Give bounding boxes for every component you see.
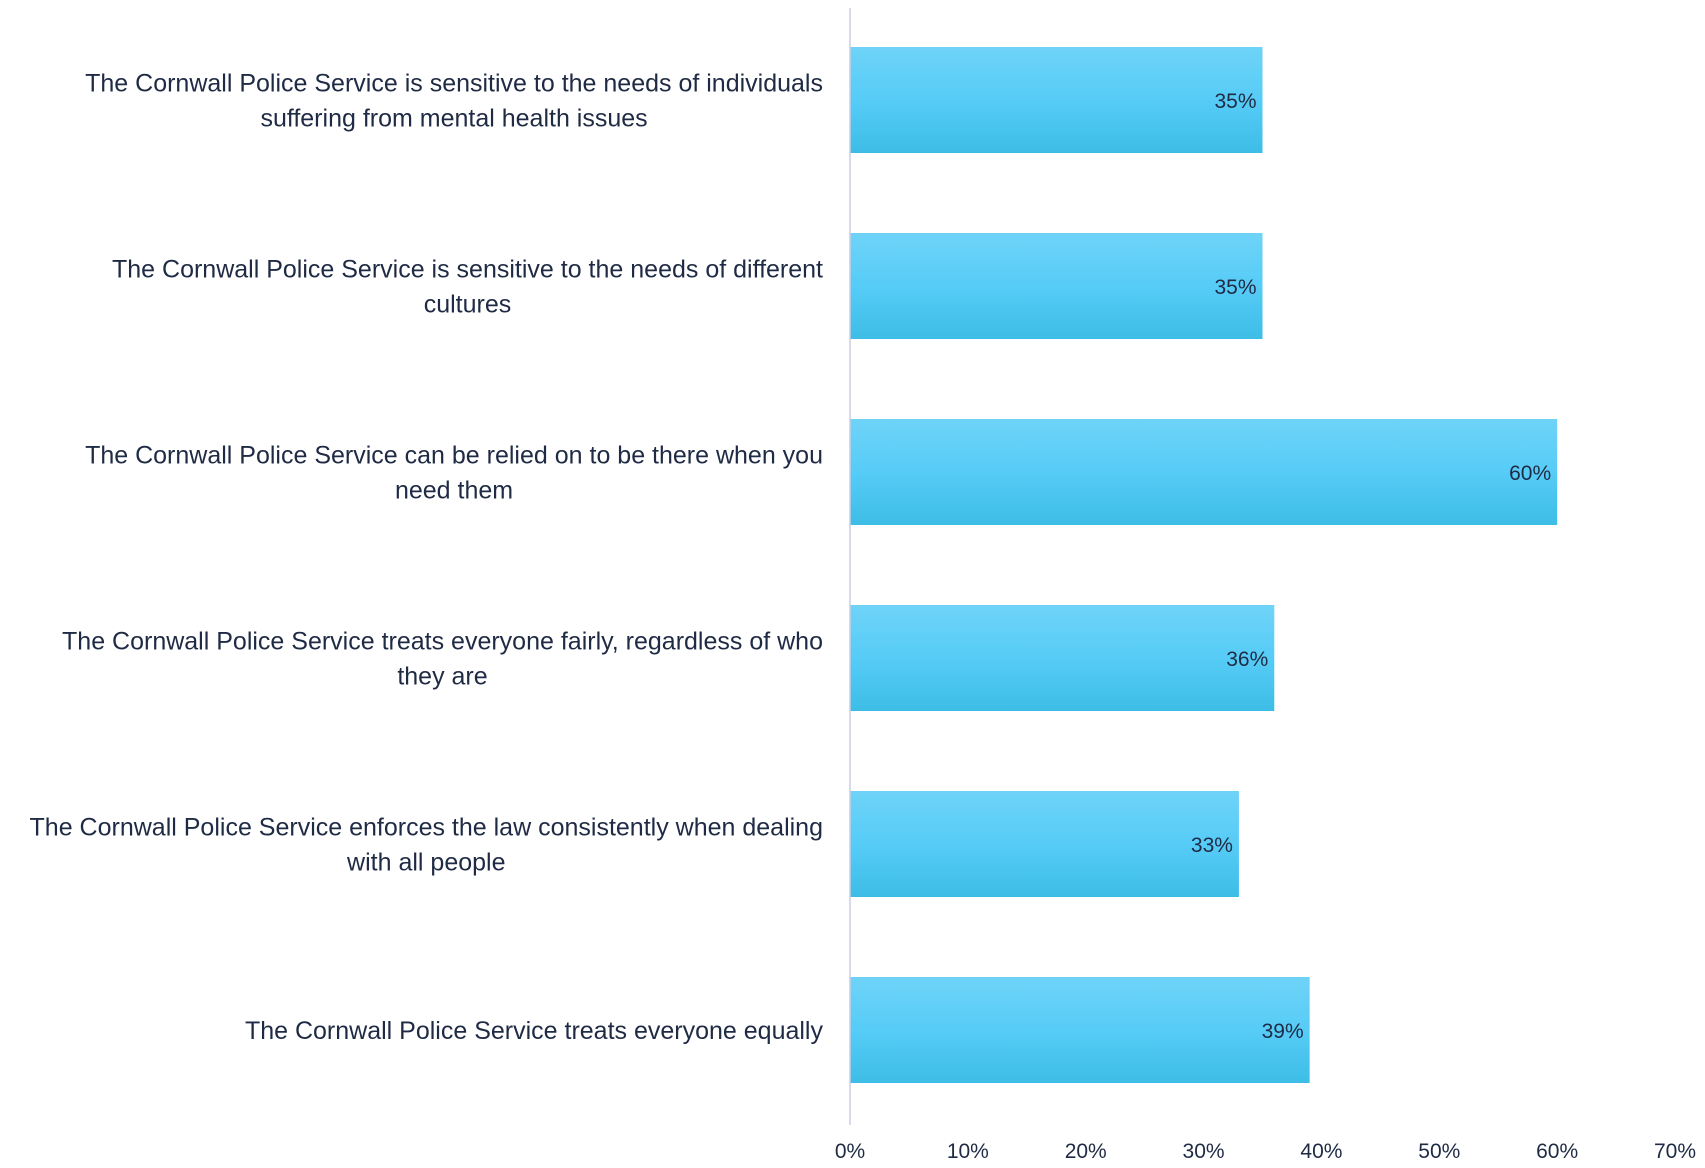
- x-tick-label: 40%: [1300, 1140, 1342, 1163]
- category-label-line: The Cornwall Police Service enforces the…: [30, 814, 823, 842]
- x-tick-label: 30%: [1183, 1140, 1225, 1163]
- category-label-line: The Cornwall Police Service is sensitive…: [112, 256, 823, 284]
- category-label-2: The Cornwall Police Service can be relie…: [85, 442, 823, 505]
- data-label-4: 33%: [1191, 834, 1233, 857]
- x-tick-label: 20%: [1065, 1140, 1107, 1163]
- x-tick-label: 50%: [1418, 1140, 1460, 1163]
- data-label-2: 60%: [1509, 462, 1551, 485]
- category-label-0: The Cornwall Police Service is sensitive…: [85, 70, 823, 133]
- x-tick-label: 10%: [947, 1140, 989, 1163]
- category-label-5: The Cornwall Police Service treats every…: [245, 1017, 824, 1045]
- bar-0: [850, 47, 1263, 153]
- data-label-0: 35%: [1214, 90, 1256, 113]
- category-label-line: cultures: [424, 291, 512, 319]
- data-label-1: 35%: [1214, 276, 1256, 299]
- bar-3: [850, 605, 1275, 711]
- x-tick-label: 70%: [1654, 1140, 1696, 1163]
- category-label-line: they are: [397, 663, 487, 691]
- data-label-3: 36%: [1226, 648, 1268, 671]
- data-label-5: 39%: [1262, 1020, 1304, 1043]
- bar-4: [850, 791, 1239, 897]
- category-label-line: suffering from mental health issues: [260, 105, 647, 133]
- category-label-line: The Cornwall Police Service treats every…: [62, 628, 823, 656]
- category-label-line: The Cornwall Police Service is sensitive…: [85, 70, 823, 98]
- category-label-3: The Cornwall Police Service treats every…: [62, 628, 823, 691]
- category-label-line: The Cornwall Police Service treats every…: [245, 1017, 824, 1045]
- category-label-4: The Cornwall Police Service enforces the…: [30, 814, 823, 877]
- x-tick-label: 0%: [835, 1140, 865, 1163]
- bar-2: [850, 419, 1558, 525]
- bar-5: [850, 977, 1310, 1083]
- category-label-line: The Cornwall Police Service can be relie…: [85, 442, 823, 470]
- x-tick-label: 60%: [1536, 1140, 1578, 1163]
- category-label-line: with all people: [346, 849, 505, 877]
- category-label-1: The Cornwall Police Service is sensitive…: [112, 256, 823, 319]
- bar-1: [850, 233, 1263, 339]
- category-label-line: need them: [395, 477, 513, 505]
